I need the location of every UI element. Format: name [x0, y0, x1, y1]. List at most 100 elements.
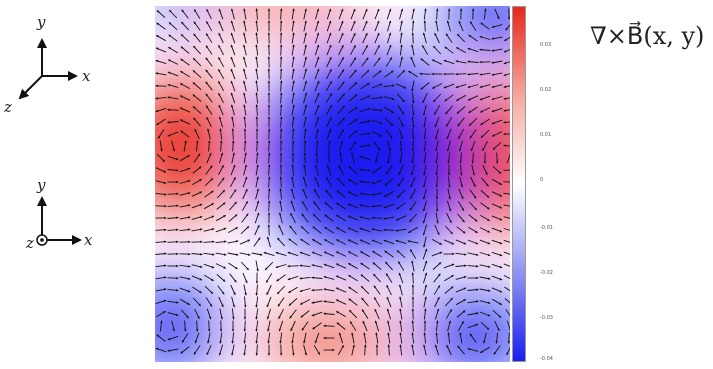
field-arrow [291, 104, 295, 116]
field-arrow [219, 308, 223, 320]
field-arrow [303, 344, 307, 356]
field-arrow [387, 344, 390, 356]
field-arrow [311, 288, 323, 292]
field-arrow [467, 60, 479, 63]
field-arrow [491, 275, 503, 281]
field-arrow [447, 140, 451, 152]
field-arrow [179, 240, 191, 244]
field-arrow [194, 332, 200, 344]
field-arrow [467, 323, 479, 329]
field-arrow [423, 104, 427, 116]
field-arrow [280, 80, 283, 92]
field-arrow [155, 59, 167, 65]
field-arrow [468, 226, 478, 234]
colorbar-tick: 0 [540, 177, 544, 183]
field-arrow [459, 8, 463, 20]
field-arrow [276, 237, 286, 247]
field-arrow [397, 261, 405, 271]
field-arrow [155, 228, 167, 232]
field-arrow [287, 264, 299, 268]
field-arrow [268, 176, 271, 188]
field-arrow [469, 21, 477, 31]
field-arrow [359, 168, 371, 171]
field-arrow [447, 8, 451, 20]
field-arrow [313, 345, 321, 355]
field-arrow [303, 92, 308, 104]
field-arrow [423, 140, 427, 152]
field-arrow [471, 8, 475, 20]
field-arrow [180, 58, 190, 66]
field-arrow [314, 104, 320, 116]
field-arrow [206, 8, 212, 20]
field-arrow [423, 308, 427, 320]
field-arrow [255, 152, 259, 164]
field-arrow [267, 332, 271, 344]
field-arrow [243, 8, 247, 20]
field-arrow [243, 284, 247, 296]
field-arrow [279, 56, 283, 68]
field-arrow [503, 109, 510, 112]
field-arrow [433, 104, 441, 116]
field-arrow [312, 322, 322, 330]
axis-label-x-bottom: x [84, 231, 93, 249]
field-arrow [243, 80, 247, 92]
field-arrow [267, 224, 271, 236]
field-arrow [411, 272, 414, 284]
field-arrow [254, 212, 260, 224]
field-arrow [268, 188, 271, 200]
field-arrow [191, 216, 203, 220]
field-arrow [435, 152, 439, 164]
field-arrow [314, 176, 320, 188]
field-arrow [468, 214, 478, 222]
field-arrow [407, 226, 419, 234]
field-arrow [456, 226, 466, 234]
field-arrow [399, 296, 403, 308]
field-arrow [423, 236, 427, 248]
field-arrow [215, 214, 227, 222]
field-arrow [179, 287, 191, 293]
field-arrow [336, 202, 346, 210]
field-arrow [267, 32, 271, 44]
field-arrow [410, 176, 416, 188]
field-arrow [397, 105, 405, 115]
field-arrow [446, 200, 452, 212]
colorbar-tick: -0.02 [540, 270, 553, 276]
field-arrow [265, 273, 273, 283]
colorbar-tick: -0.04 [540, 356, 553, 362]
field-arrow [291, 32, 295, 44]
field-arrow [279, 164, 283, 176]
field-arrow [337, 56, 345, 68]
field-arrow [373, 141, 381, 151]
field-arrow [431, 59, 443, 65]
field-arrow [492, 141, 502, 151]
field-arrow [300, 225, 310, 235]
field-arrow [399, 332, 403, 344]
field-arrow [167, 192, 179, 196]
field-arrow [155, 276, 167, 280]
field-arrow [325, 177, 333, 187]
field-arrow [167, 335, 179, 341]
field-arrow [156, 334, 166, 342]
field-arrow [503, 85, 510, 88]
field-arrow [457, 345, 465, 355]
field-arrow [167, 276, 179, 280]
field-arrow [373, 296, 381, 308]
field-arrow [191, 240, 203, 244]
field-arrow [167, 216, 179, 219]
field-arrow [279, 200, 283, 212]
field-arrow [157, 129, 165, 139]
field-arrow [267, 92, 271, 104]
field-arrow [503, 49, 510, 53]
field-arrow [458, 140, 464, 152]
field-arrow [167, 59, 179, 65]
field-arrow [479, 264, 491, 268]
field-arrow [410, 164, 416, 176]
field-arrow [446, 128, 452, 140]
field-arrow [267, 344, 271, 356]
field-arrow [315, 152, 318, 164]
field-arrow [467, 239, 479, 245]
field-arrow [167, 169, 179, 172]
field-arrow [215, 263, 227, 269]
field-arrow [192, 45, 202, 55]
field-arrow [207, 332, 211, 344]
